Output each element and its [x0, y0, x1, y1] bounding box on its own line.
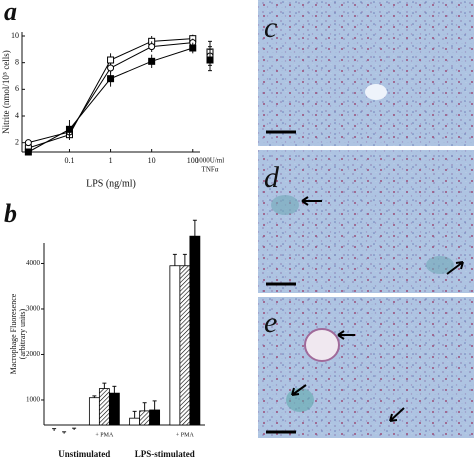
- infiltrate: [426, 256, 454, 274]
- infiltrate: [271, 195, 299, 215]
- x-tick-label: 100: [187, 156, 199, 165]
- marker: [148, 43, 156, 51]
- bar: [108, 392, 120, 426]
- bar: [169, 265, 181, 426]
- marker: [189, 44, 197, 52]
- arrow: [389, 407, 405, 422]
- x-axis-label: LPS (ng/ml): [86, 178, 136, 189]
- y-tick-label: 4000: [26, 259, 41, 267]
- y-tick-label: 8: [15, 57, 19, 66]
- y-tick-label: 6: [15, 84, 19, 93]
- y-tick-label: 3000: [26, 305, 41, 313]
- panel-label: d: [264, 161, 280, 194]
- marker: [206, 56, 214, 64]
- bar: [98, 388, 110, 426]
- arrow: [337, 330, 355, 340]
- y-tick-label: 2: [15, 137, 19, 146]
- marker: [24, 139, 32, 147]
- y-tick-label: 10: [11, 31, 19, 40]
- infiltrate: [286, 388, 314, 412]
- micrograph-texture: [258, 0, 474, 146]
- bar: [139, 410, 151, 426]
- arrow: [446, 261, 464, 275]
- micrograph-e: e: [258, 297, 474, 438]
- micrograph-texture: [258, 297, 474, 438]
- x-tick-label: 1: [109, 156, 113, 165]
- panel-label: c: [264, 11, 277, 44]
- panel-label: b: [4, 199, 17, 228]
- y-axis-label: Macrophage Fluoresence: [9, 293, 18, 374]
- marker: [65, 125, 73, 133]
- y-tick-label: 4: [15, 111, 19, 120]
- arrow: [291, 384, 307, 396]
- marker: [24, 148, 32, 156]
- y-axis-label: (arbitrary units): [18, 308, 27, 359]
- extra-label: 1000U/ml: [196, 157, 224, 165]
- x-tick-label: 0.1: [64, 156, 74, 165]
- x-tick-label: + PMA: [176, 432, 195, 438]
- marker: [107, 56, 115, 64]
- micrograph-d: d: [258, 150, 474, 293]
- micrograph-c: c: [258, 0, 474, 146]
- bar: [189, 235, 201, 426]
- y-tick-label: 1000: [26, 396, 41, 404]
- marker: [148, 57, 156, 65]
- marker: [107, 64, 115, 72]
- group-label: LPS-stimulated: [135, 449, 195, 459]
- group-label: Unstimulated: [58, 449, 110, 459]
- y-tick-label: 2000: [26, 350, 41, 358]
- vessel: [304, 328, 340, 362]
- x-tick-label: + PMA: [95, 432, 114, 438]
- panel-label: e: [264, 306, 277, 339]
- vessel: [365, 84, 387, 100]
- arrow: [301, 196, 322, 206]
- marker: [107, 75, 115, 83]
- bar: [179, 265, 191, 426]
- bar: [149, 409, 161, 426]
- extra-label: TNFα: [202, 166, 219, 174]
- y-axis-label: Nitrite (nmol/10⁵ cells): [1, 50, 11, 134]
- bar: [129, 417, 141, 426]
- bar: [88, 397, 100, 426]
- panel-label: a: [4, 0, 17, 26]
- x-tick-label: 10: [148, 156, 156, 165]
